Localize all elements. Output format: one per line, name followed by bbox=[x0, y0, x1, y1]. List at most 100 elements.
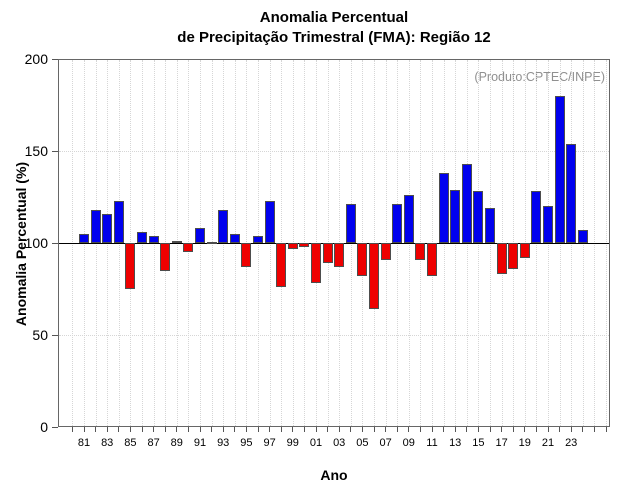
y-axis-tick-label: 50 bbox=[32, 327, 48, 343]
bar-2018 bbox=[508, 243, 519, 269]
x-axis-tick-label: 81 bbox=[77, 437, 91, 449]
x-axis-tick bbox=[570, 427, 572, 432]
x-axis-tick-label: 05 bbox=[356, 437, 369, 449]
bar-2019 bbox=[519, 243, 530, 258]
x-axis-tick bbox=[350, 427, 352, 432]
producer-credit: (Produto:CPTEC/INPE) bbox=[474, 70, 605, 84]
x-axis-tick bbox=[199, 427, 201, 432]
x-axis-tick bbox=[408, 427, 410, 432]
bar-2017 bbox=[496, 243, 507, 275]
x-axis-tick-label: 91 bbox=[193, 437, 207, 449]
bar-2013 bbox=[450, 189, 461, 243]
x-axis-tick bbox=[257, 427, 259, 432]
horizontal-gridline bbox=[59, 335, 609, 336]
x-axis-tick bbox=[582, 427, 584, 432]
x-axis-tick-label: 97 bbox=[263, 437, 276, 449]
x-axis-tick-label: 15 bbox=[472, 437, 485, 449]
x-axis-tick-label: 21 bbox=[541, 437, 555, 449]
y-axis-tick-label: 200 bbox=[24, 51, 48, 67]
x-axis-tick-label: 93 bbox=[217, 437, 230, 449]
x-axis-tick bbox=[95, 427, 97, 432]
x-axis-tick-label: 01 bbox=[309, 437, 323, 449]
bar-1981 bbox=[79, 233, 89, 243]
x-axis-tick bbox=[234, 427, 236, 432]
x-axis-tick-label: 13 bbox=[449, 437, 462, 449]
bar-1984 bbox=[113, 200, 124, 243]
x-axis-tick bbox=[466, 427, 468, 432]
bar-1997 bbox=[264, 200, 275, 243]
x-axis-tick bbox=[315, 427, 317, 432]
x-axis-tick bbox=[605, 427, 607, 432]
bar-2024 bbox=[577, 230, 588, 243]
x-axis-tick bbox=[501, 427, 503, 432]
y-axis-tick-label: 0 bbox=[40, 419, 48, 435]
x-axis-tick bbox=[245, 427, 247, 432]
x-axis-tick-label: 17 bbox=[495, 437, 508, 449]
bar-2009 bbox=[403, 195, 414, 243]
x-axis-tick bbox=[71, 427, 73, 432]
bar-2002 bbox=[322, 243, 333, 264]
bar-1998 bbox=[276, 243, 287, 288]
x-axis-tick bbox=[361, 427, 363, 432]
bar-1994 bbox=[229, 233, 240, 243]
x-axis-tick bbox=[477, 427, 479, 432]
x-axis-tick bbox=[280, 427, 282, 432]
bar-2020 bbox=[531, 191, 542, 243]
bar-1999 bbox=[287, 243, 298, 249]
x-axis-tick bbox=[153, 427, 155, 432]
bar-2001 bbox=[311, 243, 321, 284]
y-axis-tick bbox=[52, 242, 58, 244]
x-axis-tick-label: 83 bbox=[101, 437, 114, 449]
x-axis-tick bbox=[385, 427, 387, 432]
bar-2021 bbox=[543, 206, 553, 243]
bar-1988 bbox=[160, 243, 171, 271]
x-axis-tick bbox=[141, 427, 143, 432]
x-axis-tick bbox=[292, 427, 294, 432]
x-axis-tick bbox=[419, 427, 421, 432]
x-axis-tick bbox=[559, 427, 561, 432]
bar-2016 bbox=[485, 208, 495, 243]
x-axis-tick-label: 23 bbox=[565, 437, 578, 449]
x-axis-title: Ano bbox=[320, 467, 348, 483]
x-axis-tick-label: 99 bbox=[286, 437, 299, 449]
bar-2012 bbox=[438, 173, 449, 243]
x-axis-tick bbox=[524, 427, 526, 432]
bar-1985 bbox=[125, 243, 136, 289]
x-axis-tick bbox=[164, 427, 166, 432]
x-axis-tick bbox=[547, 427, 549, 432]
bar-2005 bbox=[357, 243, 368, 277]
bar-2023 bbox=[566, 143, 577, 243]
x-axis-tick bbox=[454, 427, 456, 432]
x-axis-tick-label: 11 bbox=[426, 437, 438, 449]
y-axis-tick-label: 100 bbox=[24, 235, 48, 251]
x-axis-tick bbox=[176, 427, 178, 432]
bar-1989 bbox=[171, 241, 182, 244]
bar-1982 bbox=[90, 209, 101, 243]
bar-2010 bbox=[415, 243, 426, 260]
x-axis-tick bbox=[118, 427, 120, 432]
x-axis-tick-label: 07 bbox=[379, 437, 392, 449]
chart-title-line2: de Precipitação Trimestral (FMA): Região… bbox=[177, 29, 491, 46]
x-axis-tick bbox=[396, 427, 398, 432]
bar-2003 bbox=[334, 243, 345, 267]
x-axis-tick-label: 87 bbox=[147, 437, 160, 449]
bar-2008 bbox=[392, 204, 403, 243]
x-axis-tick-label: 89 bbox=[170, 437, 183, 449]
y-axis-tick bbox=[52, 334, 58, 336]
bar-1995 bbox=[241, 243, 252, 267]
bar-1991 bbox=[195, 228, 205, 243]
bar-1983 bbox=[102, 213, 113, 243]
x-axis-tick bbox=[106, 427, 108, 432]
chart-title-line1: Anomalia Percentual bbox=[259, 9, 409, 26]
bar-2022 bbox=[554, 95, 565, 243]
x-axis-tick bbox=[489, 427, 491, 432]
bar-1996 bbox=[253, 235, 263, 243]
x-axis-tick bbox=[535, 427, 537, 432]
x-axis-tick bbox=[129, 427, 131, 432]
bar-1986 bbox=[137, 231, 147, 243]
x-axis-tick bbox=[187, 427, 189, 432]
x-axis-tick bbox=[327, 427, 329, 432]
bar-2007 bbox=[380, 243, 391, 260]
y-axis-tick bbox=[52, 426, 58, 428]
x-axis-tick-label: 85 bbox=[124, 437, 137, 449]
